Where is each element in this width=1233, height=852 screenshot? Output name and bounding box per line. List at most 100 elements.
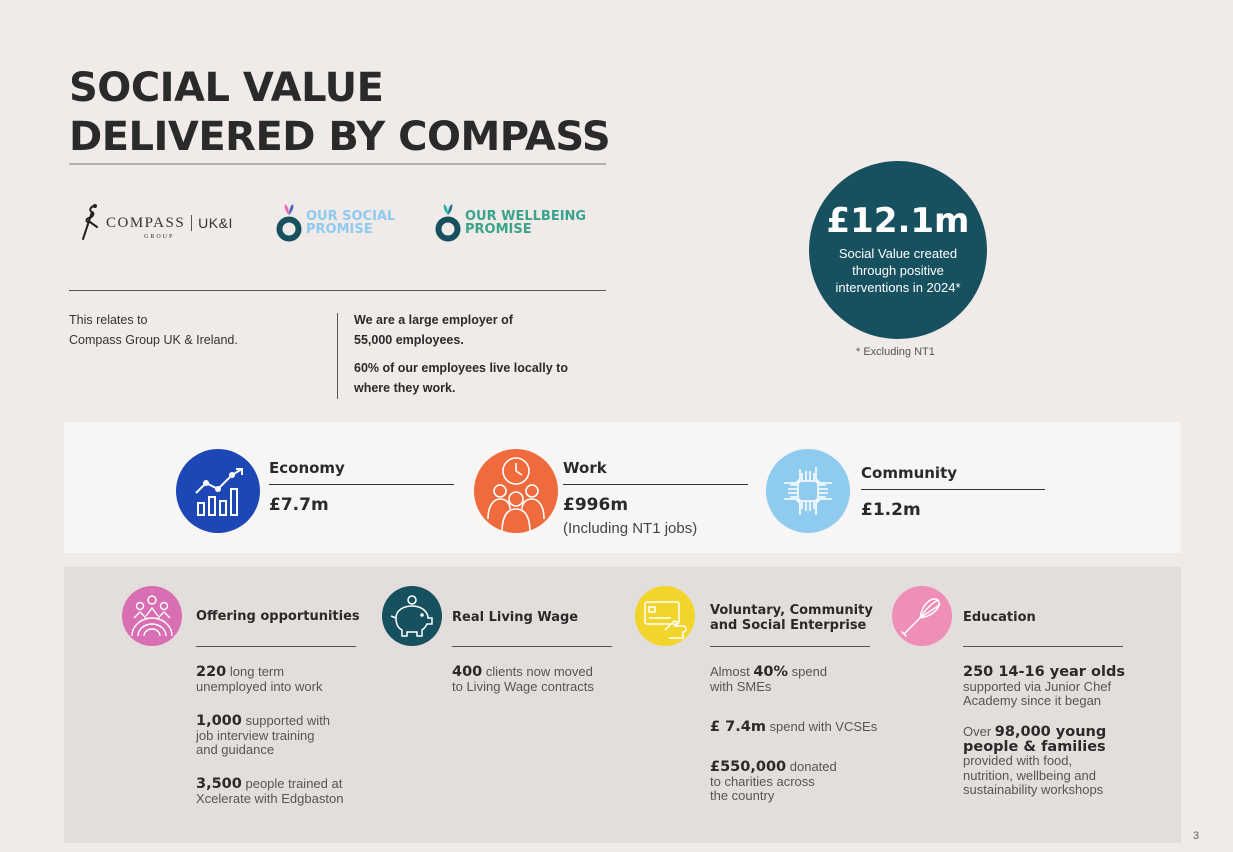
voluntary-item-1: Almost 40% spend with SMEs [710, 664, 828, 694]
compass-figure-icon [82, 204, 98, 240]
item-number: people & families [963, 738, 1106, 755]
work-label: Work [563, 459, 607, 477]
details-panel: Offering opportunities 220 long term une… [64, 567, 1181, 843]
footnote: * Excluding NT1 [856, 346, 935, 358]
whisk-icon [892, 586, 952, 646]
item-number: 1,000 [196, 713, 242, 729]
relates-text: This relates to Compass Group UK & Irela… [69, 310, 238, 350]
wellbeing-promise-text: OUR WELLBEING PROMISE [465, 210, 586, 236]
item-text: to charities across [710, 773, 815, 789]
item-text: supported with [241, 713, 331, 728]
item-number: £ 7.4m [710, 719, 766, 735]
page-number: 3 [1193, 830, 1200, 842]
community-label: Community [861, 464, 958, 482]
headline-desc-line-3: interventions in 2024* [835, 280, 961, 295]
item-text: Xcelerate with Edgbaston [196, 790, 344, 806]
item-text: with SMEs [710, 678, 772, 694]
item-number: 220 [196, 664, 227, 680]
card-payment-icon [635, 586, 695, 646]
compass-word: COMPASS [106, 214, 186, 231]
work-people-clock-icon [474, 449, 558, 533]
work-value: £996m [563, 495, 629, 515]
opportunities-label: Offering opportunities [196, 609, 360, 624]
local-employees: 60% of our employees live locally to whe… [354, 358, 604, 398]
employer-line-2: 55,000 employees. [354, 333, 464, 347]
item-text: spend with VCSEs [765, 719, 878, 734]
item-text: to Living Wage contracts [452, 678, 594, 694]
item-text: unemployed into work [196, 678, 323, 694]
work-rule [563, 484, 748, 485]
headline-desc-line-2: through positive [852, 263, 944, 278]
item-text: Academy since it began [963, 693, 1102, 708]
our-wellbeing-promise-logo: OUR WELLBEING PROMISE [433, 203, 586, 243]
compass-divider [191, 215, 193, 231]
item-number: £550,000 [710, 759, 787, 775]
logos-divider [69, 290, 606, 291]
compass-wordmark: COMPASS GROUP [106, 214, 186, 240]
item-text: provided with food, [963, 753, 1073, 768]
headline-description: Social Value created through positive in… [809, 245, 987, 296]
employer-facts: We are a large employer of 55,000 employ… [354, 310, 604, 398]
employer-line-1: We are a large employer of [354, 313, 513, 327]
headline-desc-line-1: Social Value created [838, 246, 958, 261]
relates-line-1: This relates to [69, 313, 148, 327]
community-hands-icon [766, 449, 850, 533]
social-promise-text: OUR SOCIAL PROMISE [306, 210, 395, 236]
compass-group-word: GROUP [144, 233, 175, 240]
item-number: 400 [452, 664, 483, 680]
economy-rule [269, 484, 454, 485]
title-underline [69, 163, 606, 165]
item-number: 3,500 [196, 776, 242, 792]
compass-region: UK&I [198, 215, 233, 231]
item-text: spend [788, 664, 828, 679]
item-text: and guidance [196, 742, 275, 757]
voluntary-item-3: £550,000 donated to charities across the… [710, 759, 837, 804]
opportunities-item-2: 1,000 supported with job interview train… [196, 713, 331, 758]
wellbeing-promise-ring-icon [435, 204, 461, 242]
item-number: 250 14-16 year olds [963, 664, 1125, 680]
title-line-1: SOCIAL VALUE [69, 65, 384, 111]
item-text: job interview training [196, 727, 315, 743]
item-text: long term [226, 664, 285, 679]
our-social-promise-logo: OUR SOCIAL PROMISE [274, 203, 395, 243]
relates-line-2: Compass Group UK & Ireland. [69, 333, 238, 347]
item-text: sustainability workshops [963, 782, 1104, 797]
social-promise-line-2: PROMISE [306, 222, 373, 237]
opportunities-rule [196, 646, 356, 647]
item-text: Almost [710, 664, 754, 679]
opportunities-item-1: 220 long term unemployed into work [196, 664, 323, 694]
employer-size: We are a large employer of 55,000 employ… [354, 310, 604, 350]
item-text: Over [963, 724, 995, 739]
item-text: clients now moved [482, 664, 593, 679]
intro-vertical-divider [337, 313, 338, 399]
item-number: 98,000 young [994, 724, 1107, 740]
compass-logo: COMPASS GROUP UK&I [80, 203, 233, 243]
education-label: Education [963, 610, 1036, 625]
wellbeing-promise-line-1: OUR WELLBEING [465, 209, 587, 224]
title-line-2: DELIVERED BY COMPASS [69, 114, 611, 160]
opportunities-item-3: 3,500 people trained at Xcelerate with E… [196, 776, 344, 806]
item-text: supported via Junior Chef [963, 678, 1112, 694]
opportunities-people-icon [122, 586, 182, 646]
work-note: (Including NT1 jobs) [563, 520, 698, 537]
voluntary-rule [710, 646, 870, 647]
community-rule [861, 489, 1045, 490]
local-line-1: 60% of our employees live locally to [354, 361, 568, 375]
headline-value: £12.1m [826, 201, 970, 241]
wage-item-1: 400 clients now moved to Living Wage con… [452, 664, 594, 694]
education-item-2: Over 98,000 young people & families prov… [963, 724, 1107, 798]
item-text: the country [710, 788, 775, 803]
local-line-2: where they work. [354, 381, 456, 395]
voluntary-label-line-1: Voluntary, Community [710, 603, 873, 618]
economy-label: Economy [269, 459, 345, 477]
wage-label: Real Living Wage [452, 610, 579, 625]
education-item-1: 250 14-16 year olds supported via Junior… [963, 665, 1125, 709]
voluntary-item-2: £ 7.4m spend with VCSEs [710, 719, 878, 735]
headline-value-circle: £12.1m Social Value created through posi… [809, 161, 987, 339]
voluntary-label-line-2: and Social Enterprise [710, 618, 867, 633]
community-value: £1.2m [861, 500, 921, 520]
voluntary-label: Voluntary, Community and Social Enterpri… [710, 603, 873, 633]
piggy-bank-icon [382, 586, 442, 646]
item-number: 40% [753, 664, 789, 680]
economy-chart-icon [176, 449, 260, 533]
